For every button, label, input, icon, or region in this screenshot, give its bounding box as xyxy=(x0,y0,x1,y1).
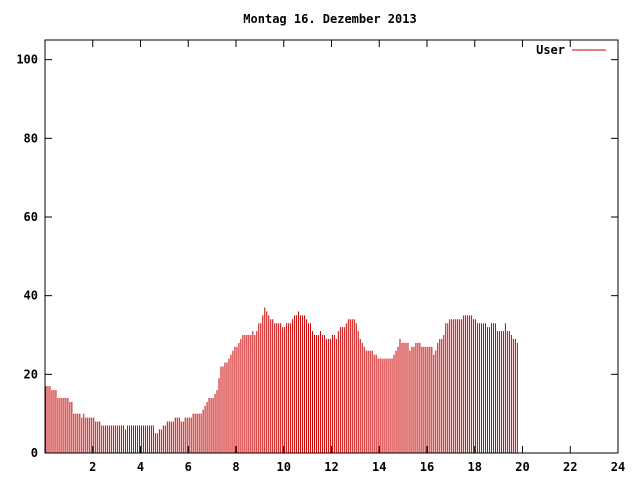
x-tick-label: 14 xyxy=(372,460,386,474)
x-tick-label: 8 xyxy=(232,460,239,474)
x-tick-label: 20 xyxy=(515,460,529,474)
plot-frame xyxy=(44,39,619,454)
legend: User xyxy=(536,43,606,57)
y-tick-label: 60 xyxy=(24,210,38,224)
y-tick-label: 80 xyxy=(24,131,38,145)
x-tick-label: 2 xyxy=(89,460,96,474)
x-tick-label: 22 xyxy=(563,460,577,474)
y-tick-label: 100 xyxy=(16,53,38,67)
x-tick-label: 10 xyxy=(277,460,291,474)
x-tick-label: 4 xyxy=(137,460,144,474)
bar-series-user xyxy=(45,307,518,453)
chart-title: Montag 16. Dezember 2013 xyxy=(243,12,416,26)
x-tick-label: 12 xyxy=(324,460,338,474)
x-tick-label: 24 xyxy=(611,460,625,474)
y-tick-label: 20 xyxy=(24,367,38,381)
x-tick-label: 18 xyxy=(468,460,482,474)
y-tick-label: 40 xyxy=(24,289,38,303)
legend-label-user: User xyxy=(536,43,565,57)
y-tick-label: 0 xyxy=(31,446,38,460)
y-axis: 0 20 40 60 80 100 xyxy=(16,53,618,460)
x-tick-label: 16 xyxy=(420,460,434,474)
x-axis: 2 4 6 8 10 12 14 16 18 20 22 24 xyxy=(89,40,625,474)
x-tick-label: 6 xyxy=(185,460,192,474)
